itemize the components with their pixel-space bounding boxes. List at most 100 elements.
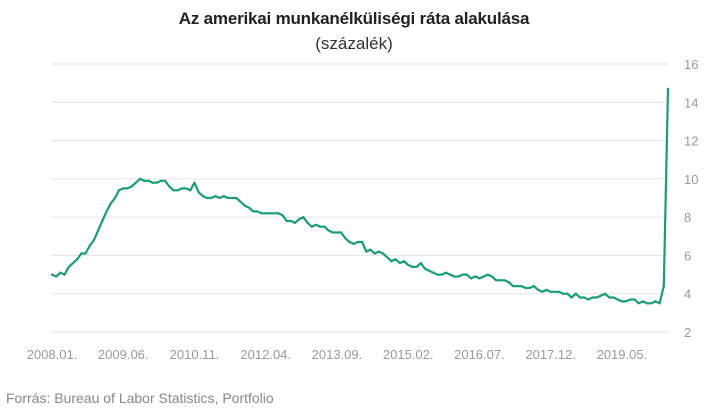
data-point	[130, 185, 133, 188]
data-point	[423, 267, 427, 270]
x-tick-label: 2008.01.	[27, 347, 78, 362]
data-point	[595, 296, 598, 299]
data-point	[645, 302, 649, 305]
data-point	[474, 275, 477, 278]
data-point	[314, 223, 318, 226]
data-point	[76, 258, 79, 261]
data-point	[176, 189, 179, 192]
y-tick-label: 4	[684, 287, 691, 302]
data-point	[71, 261, 75, 265]
data-point	[541, 290, 544, 293]
source-note: Forrás: Bureau of Labor Statistics, Port…	[6, 390, 274, 406]
data-point	[310, 225, 313, 228]
data-point	[101, 219, 104, 223]
data-point	[608, 296, 611, 299]
data-point	[440, 273, 443, 276]
data-point	[277, 212, 280, 215]
data-point	[281, 214, 284, 217]
chart-title: Az amerikai munkanélküliségi ráta alakul…	[178, 9, 530, 28]
data-point	[482, 275, 485, 278]
x-tick-label: 2015.02.	[383, 347, 434, 362]
data-point	[524, 286, 527, 290]
data-point	[96, 229, 100, 232]
data-point	[214, 194, 217, 198]
data-point	[507, 281, 510, 284]
data-point	[469, 277, 473, 280]
x-tick-label: 2010.11.	[170, 347, 220, 362]
data-point	[226, 196, 230, 200]
data-point	[256, 210, 259, 213]
data-point	[189, 189, 192, 192]
y-tick-label: 6	[684, 248, 691, 263]
data-point	[407, 263, 410, 267]
data-point	[122, 187, 125, 190]
data-point	[197, 191, 200, 194]
data-point	[285, 219, 288, 223]
data-point	[666, 87, 670, 90]
series-points	[50, 87, 670, 305]
data-point	[587, 298, 590, 301]
data-point	[298, 217, 301, 221]
data-point	[662, 284, 665, 288]
data-point	[264, 212, 267, 215]
data-point	[172, 189, 175, 192]
data-point	[335, 231, 339, 234]
data-point	[461, 273, 464, 276]
data-point	[340, 231, 343, 234]
data-point	[289, 219, 292, 223]
data-point	[428, 269, 431, 272]
data-point	[658, 302, 661, 305]
data-point	[50, 273, 54, 276]
data-point	[184, 187, 188, 190]
x-tick-label: 2012.04.	[240, 347, 291, 362]
data-point	[620, 300, 624, 303]
data-point	[637, 302, 640, 305]
data-point	[143, 179, 146, 182]
data-point	[583, 296, 586, 299]
data-point	[553, 290, 556, 293]
data-point	[503, 279, 506, 282]
data-point	[373, 252, 376, 255]
data-point	[247, 206, 251, 209]
y-tick-label: 16	[684, 57, 698, 72]
data-point	[562, 292, 565, 295]
data-point	[495, 279, 498, 282]
data-point	[109, 202, 112, 205]
data-point	[557, 290, 561, 293]
data-point	[457, 275, 460, 278]
data-point	[92, 239, 96, 242]
data-point	[402, 260, 406, 263]
data-point	[528, 286, 531, 290]
data-point	[448, 273, 452, 276]
data-point	[478, 277, 481, 280]
data-point	[293, 221, 297, 224]
y-axis: 2 4 6 8 10 12 14 16	[684, 57, 698, 340]
data-point	[641, 300, 644, 303]
data-point	[511, 284, 515, 288]
x-tick-label: 2016.07.	[454, 347, 505, 362]
data-point	[520, 284, 523, 288]
data-point	[490, 275, 494, 278]
data-point	[591, 296, 594, 299]
data-point	[117, 189, 121, 192]
data-point	[105, 210, 108, 213]
data-point	[168, 185, 171, 188]
data-point	[650, 302, 653, 305]
data-point	[352, 242, 355, 246]
data-point	[654, 300, 657, 303]
x-tick-label: 2009.06.	[98, 347, 149, 362]
y-tick-label: 10	[684, 172, 698, 187]
data-point	[356, 240, 360, 244]
data-point	[411, 265, 414, 269]
y-tick-label: 14	[684, 95, 698, 110]
data-point	[465, 273, 468, 276]
x-tick-label: 2019.05.	[597, 347, 648, 362]
data-point	[444, 271, 448, 274]
data-point	[268, 212, 272, 215]
data-point	[574, 292, 577, 295]
data-point	[239, 200, 242, 203]
data-point	[210, 196, 213, 200]
data-point	[624, 300, 628, 303]
data-point	[55, 275, 58, 278]
data-point	[570, 296, 573, 299]
